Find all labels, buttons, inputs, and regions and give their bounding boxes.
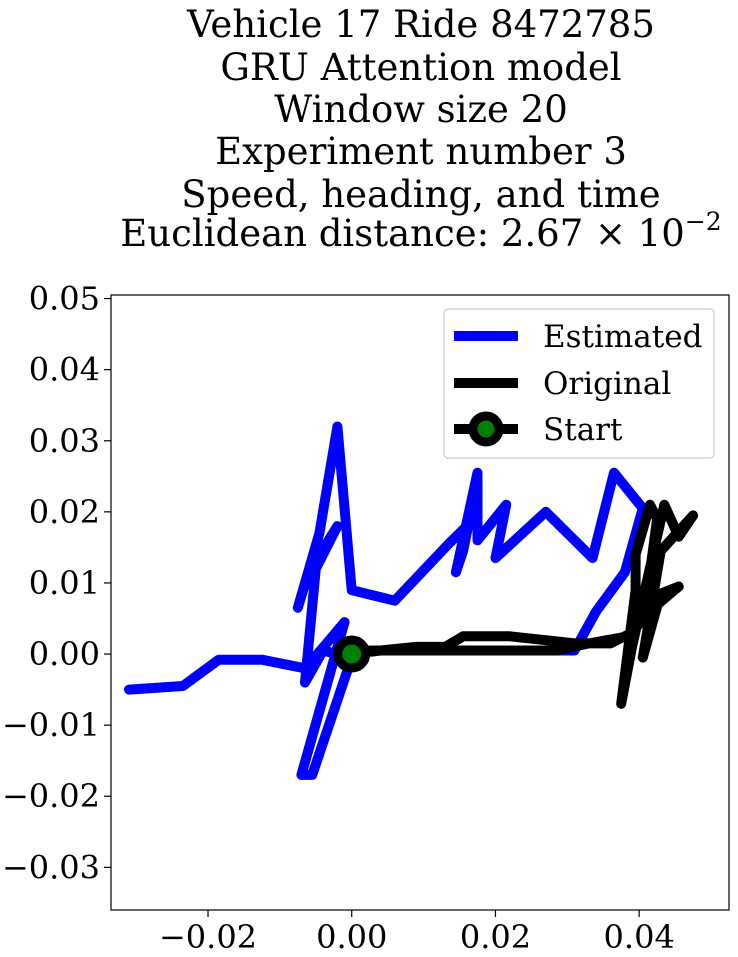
legend: Estimated Original Start [443,308,715,459]
y-tick-label: 0.05 [29,280,100,318]
y-tick-label: 0.02 [29,493,100,531]
legend-label-estimated: Estimated [543,319,702,355]
x-tick-label: 0.00 [316,918,387,956]
y-tick-label: 0.01 [29,564,100,602]
title-line-5: Speed, heading, and time [181,173,660,216]
x-tick-label: 0.04 [604,918,675,956]
x-tick-label: −0.02 [159,918,257,956]
x-axis: −0.02 0.00 0.02 0.04 [159,910,675,956]
series-estimated [124,421,648,780]
y-tick-label: 0.00 [29,635,100,673]
y-tick-label: 0.03 [29,422,100,460]
title-line-6: Euclidean distance: 2.67 × 10−2 [120,207,721,255]
y-tick-label: −0.02 [2,777,100,815]
plot-area [110,294,730,911]
y-tick-label: 0.04 [29,351,100,389]
legend-label-original: Original [543,366,671,402]
x-tick-label: 0.02 [460,918,531,956]
y-tick-label: −0.03 [2,848,100,886]
series-original [346,499,699,709]
title-line-1: Vehicle 17 Ride 8472785 [186,3,655,46]
title-line-4: Experiment number 3 [215,130,627,173]
y-axis: −0.03 −0.02 −0.01 0.00 0.01 0.02 0.03 0.04 0.05 [2,280,111,886]
series-layer [124,421,699,780]
legend-marker-start [468,411,504,447]
start-marker [333,635,371,673]
legend-label-start: Start [543,412,623,448]
title-line-3: Window size 20 [274,88,568,131]
title-line-2: GRU Attention model [220,46,621,89]
y-tick-label: −0.01 [2,706,100,744]
legend-box [443,308,715,459]
